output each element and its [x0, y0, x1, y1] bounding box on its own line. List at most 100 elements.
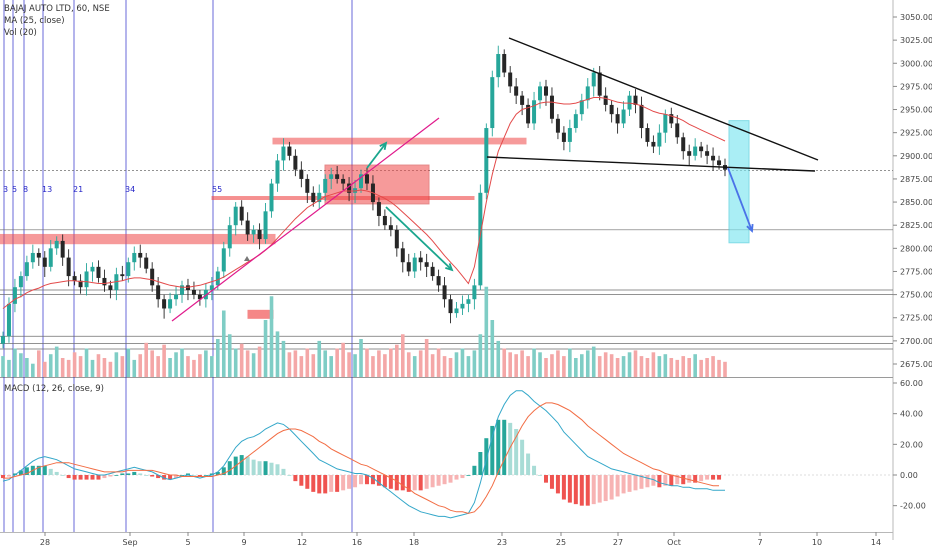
macd-histogram-bar: [263, 461, 268, 475]
candle-body: [174, 294, 179, 300]
macd-histogram-bar: [615, 475, 620, 497]
volume-bar: [275, 331, 280, 377]
macd-histogram-bar: [347, 475, 352, 489]
macd-histogram-bar: [472, 465, 477, 475]
volume-bars: [1, 286, 727, 377]
volume-bar: [317, 340, 322, 377]
candle-body: [442, 285, 447, 300]
candle-body: [472, 285, 477, 300]
candle-body: [144, 257, 149, 269]
macd-histogram-bar: [567, 475, 572, 503]
price-tick-label: 2675.00: [900, 360, 932, 369]
macd-histogram-bar: [579, 475, 584, 506]
candle-body: [221, 248, 226, 272]
volume-bar: [221, 310, 226, 377]
candle-body: [382, 215, 387, 226]
macd-histogram-bar: [406, 475, 411, 492]
macd-histogram-bar: [621, 475, 626, 494]
volume-bar: [520, 350, 524, 377]
projection-arrow-head: [746, 223, 754, 233]
volume-bar: [180, 348, 184, 377]
macd-histogram-bar: [520, 439, 525, 475]
volume-bar: [472, 350, 477, 377]
macd-histogram-bar: [711, 475, 716, 480]
candle-body: [466, 299, 471, 304]
volume-bar: [532, 348, 536, 377]
volume-bar: [687, 358, 691, 377]
ma-legend[interactable]: MA (25, close): [4, 16, 65, 26]
candle-body: [150, 268, 155, 286]
volume-bar: [102, 358, 107, 377]
time-tick-label: 12: [297, 538, 307, 547]
candle-body: [603, 95, 608, 105]
macd-histogram-bar: [400, 475, 405, 491]
volume-bar: [174, 352, 178, 377]
candle-body: [436, 276, 441, 286]
volume-bar: [675, 359, 680, 377]
volume-bar: [609, 354, 614, 377]
signal-marker: [244, 256, 250, 261]
time-tick-label: 5: [185, 538, 190, 547]
candle-body: [579, 100, 584, 115]
candle-body: [48, 248, 53, 267]
volume-bar: [395, 344, 399, 377]
volume-bar: [633, 350, 638, 377]
time-tick-label: 25: [556, 538, 566, 547]
price-tick-label: 2825.00: [900, 221, 932, 230]
macd-histogram-bar: [132, 471, 137, 475]
decline-arrow: [385, 206, 453, 271]
volume-legend[interactable]: Vol (20): [4, 28, 37, 38]
candle-body: [520, 95, 525, 105]
volume-bar: [514, 354, 518, 377]
triangle-support-line: [486, 156, 816, 172]
macd-histogram-bar: [269, 462, 274, 475]
macd-histogram-bar: [293, 475, 298, 482]
symbol-legend[interactable]: BAJAJ AUTO LTD, 60, NSE: [4, 4, 110, 14]
candle-body: [6, 303, 11, 337]
candle-body: [597, 72, 602, 96]
macd-histogram-bar: [532, 465, 537, 475]
candle-body: [180, 285, 185, 295]
macd-histogram-bar: [24, 467, 29, 475]
price-tick-label: 2725.00: [900, 314, 932, 323]
macd-histogram-bar: [174, 475, 179, 479]
volume-bar: [78, 356, 83, 377]
macd-histogram-bar: [693, 475, 698, 483]
fib-label: 34: [125, 185, 135, 194]
volume-bar: [562, 356, 566, 377]
volume-bar: [496, 340, 501, 377]
volume-bar: [371, 356, 375, 377]
macd-histogram-bar: [651, 475, 656, 486]
consolidation-zone: [324, 164, 430, 205]
volume-bar: [508, 352, 512, 377]
macd-histogram-bar: [42, 465, 47, 475]
candle-body: [651, 141, 656, 147]
macd-histogram-bar: [144, 475, 149, 476]
macd-histogram-bar: [591, 475, 596, 505]
time-tick-label: 7: [757, 538, 762, 547]
candle-body: [281, 146, 286, 161]
macd-histogram-bar: [156, 475, 161, 479]
macd-histogram-bar: [639, 475, 644, 489]
candle-body: [275, 160, 280, 184]
volume-bar: [257, 346, 262, 377]
macd-histogram-bar: [597, 475, 602, 503]
volume-bar: [162, 344, 166, 377]
time-tick-label: Sep: [122, 538, 137, 547]
volume-bar: [711, 356, 715, 377]
macd-legend[interactable]: MACD (12, 26, close, 9): [4, 384, 104, 394]
candle-body: [215, 271, 220, 286]
candle-body: [424, 262, 429, 267]
volume-bar: [478, 334, 483, 377]
candle-body: [72, 276, 77, 281]
candle-body: [406, 262, 411, 272]
volume-bar: [490, 320, 495, 377]
candle-body: [12, 287, 17, 304]
macd-histogram-bar: [633, 475, 638, 491]
candle-body: [663, 114, 668, 133]
macd-histogram-bar: [311, 475, 316, 492]
volume-bar: [723, 361, 727, 377]
candle-body: [705, 151, 710, 156]
macd-histogram-bar: [251, 459, 256, 475]
